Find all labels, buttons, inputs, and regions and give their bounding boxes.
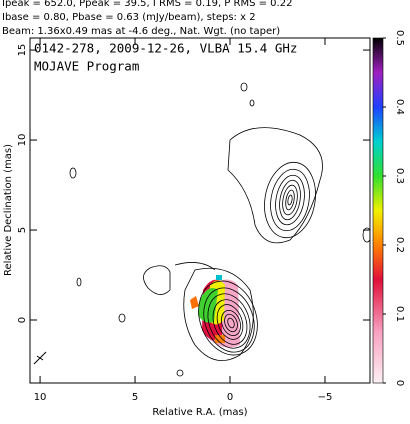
header-line: Beam: 1.36x0.49 mas at -4.6 deg., Nat. W… xyxy=(2,26,280,37)
plot-subtitle: MOJAVE Program xyxy=(34,59,139,74)
contours xyxy=(69,82,370,377)
pol-patch xyxy=(190,296,199,309)
map xyxy=(33,82,370,377)
colorbar-tick-label: 0.2 xyxy=(394,237,405,253)
y-tick-label: 15 xyxy=(17,44,28,57)
pol-patch xyxy=(215,335,225,343)
plot-frame xyxy=(29,37,371,384)
y-axis-label: Relative Declination (mas) xyxy=(3,144,14,276)
colorbar-tick-label: 0.4 xyxy=(394,99,405,115)
pol-patch xyxy=(216,275,222,280)
x-axis-label: Relative R.A. (mas) xyxy=(152,407,247,418)
header-line: Ibase = 0.80, Pbase = 0.63 (mJy/beam), s… xyxy=(2,12,256,23)
plot-title: 0142-278, 2009-12-26, VLBA 15.4 GHz xyxy=(34,41,297,56)
x-tick-label: 0 xyxy=(227,392,233,403)
colorbar-tick-label: 0.1 xyxy=(394,306,405,322)
x-tick-label: 5 xyxy=(132,392,138,403)
colorbar-tick-label: 0 xyxy=(394,380,405,386)
beam xyxy=(36,355,44,361)
y-tick-label: 0 xyxy=(17,317,28,323)
colorbar xyxy=(372,37,384,384)
x-tick-label: 10 xyxy=(34,392,47,403)
x-tick-label: −5 xyxy=(318,392,333,403)
header-line: Ipeak = 652.0, Ppeak = 39.5, I RMS = 0.1… xyxy=(2,0,292,9)
colorbar-tick-label: 0.5 xyxy=(394,30,405,46)
y-tick-label: 5 xyxy=(17,227,28,233)
y-tick-label: 10 xyxy=(17,134,28,147)
colorbar-tick-label: 0.3 xyxy=(394,168,405,184)
